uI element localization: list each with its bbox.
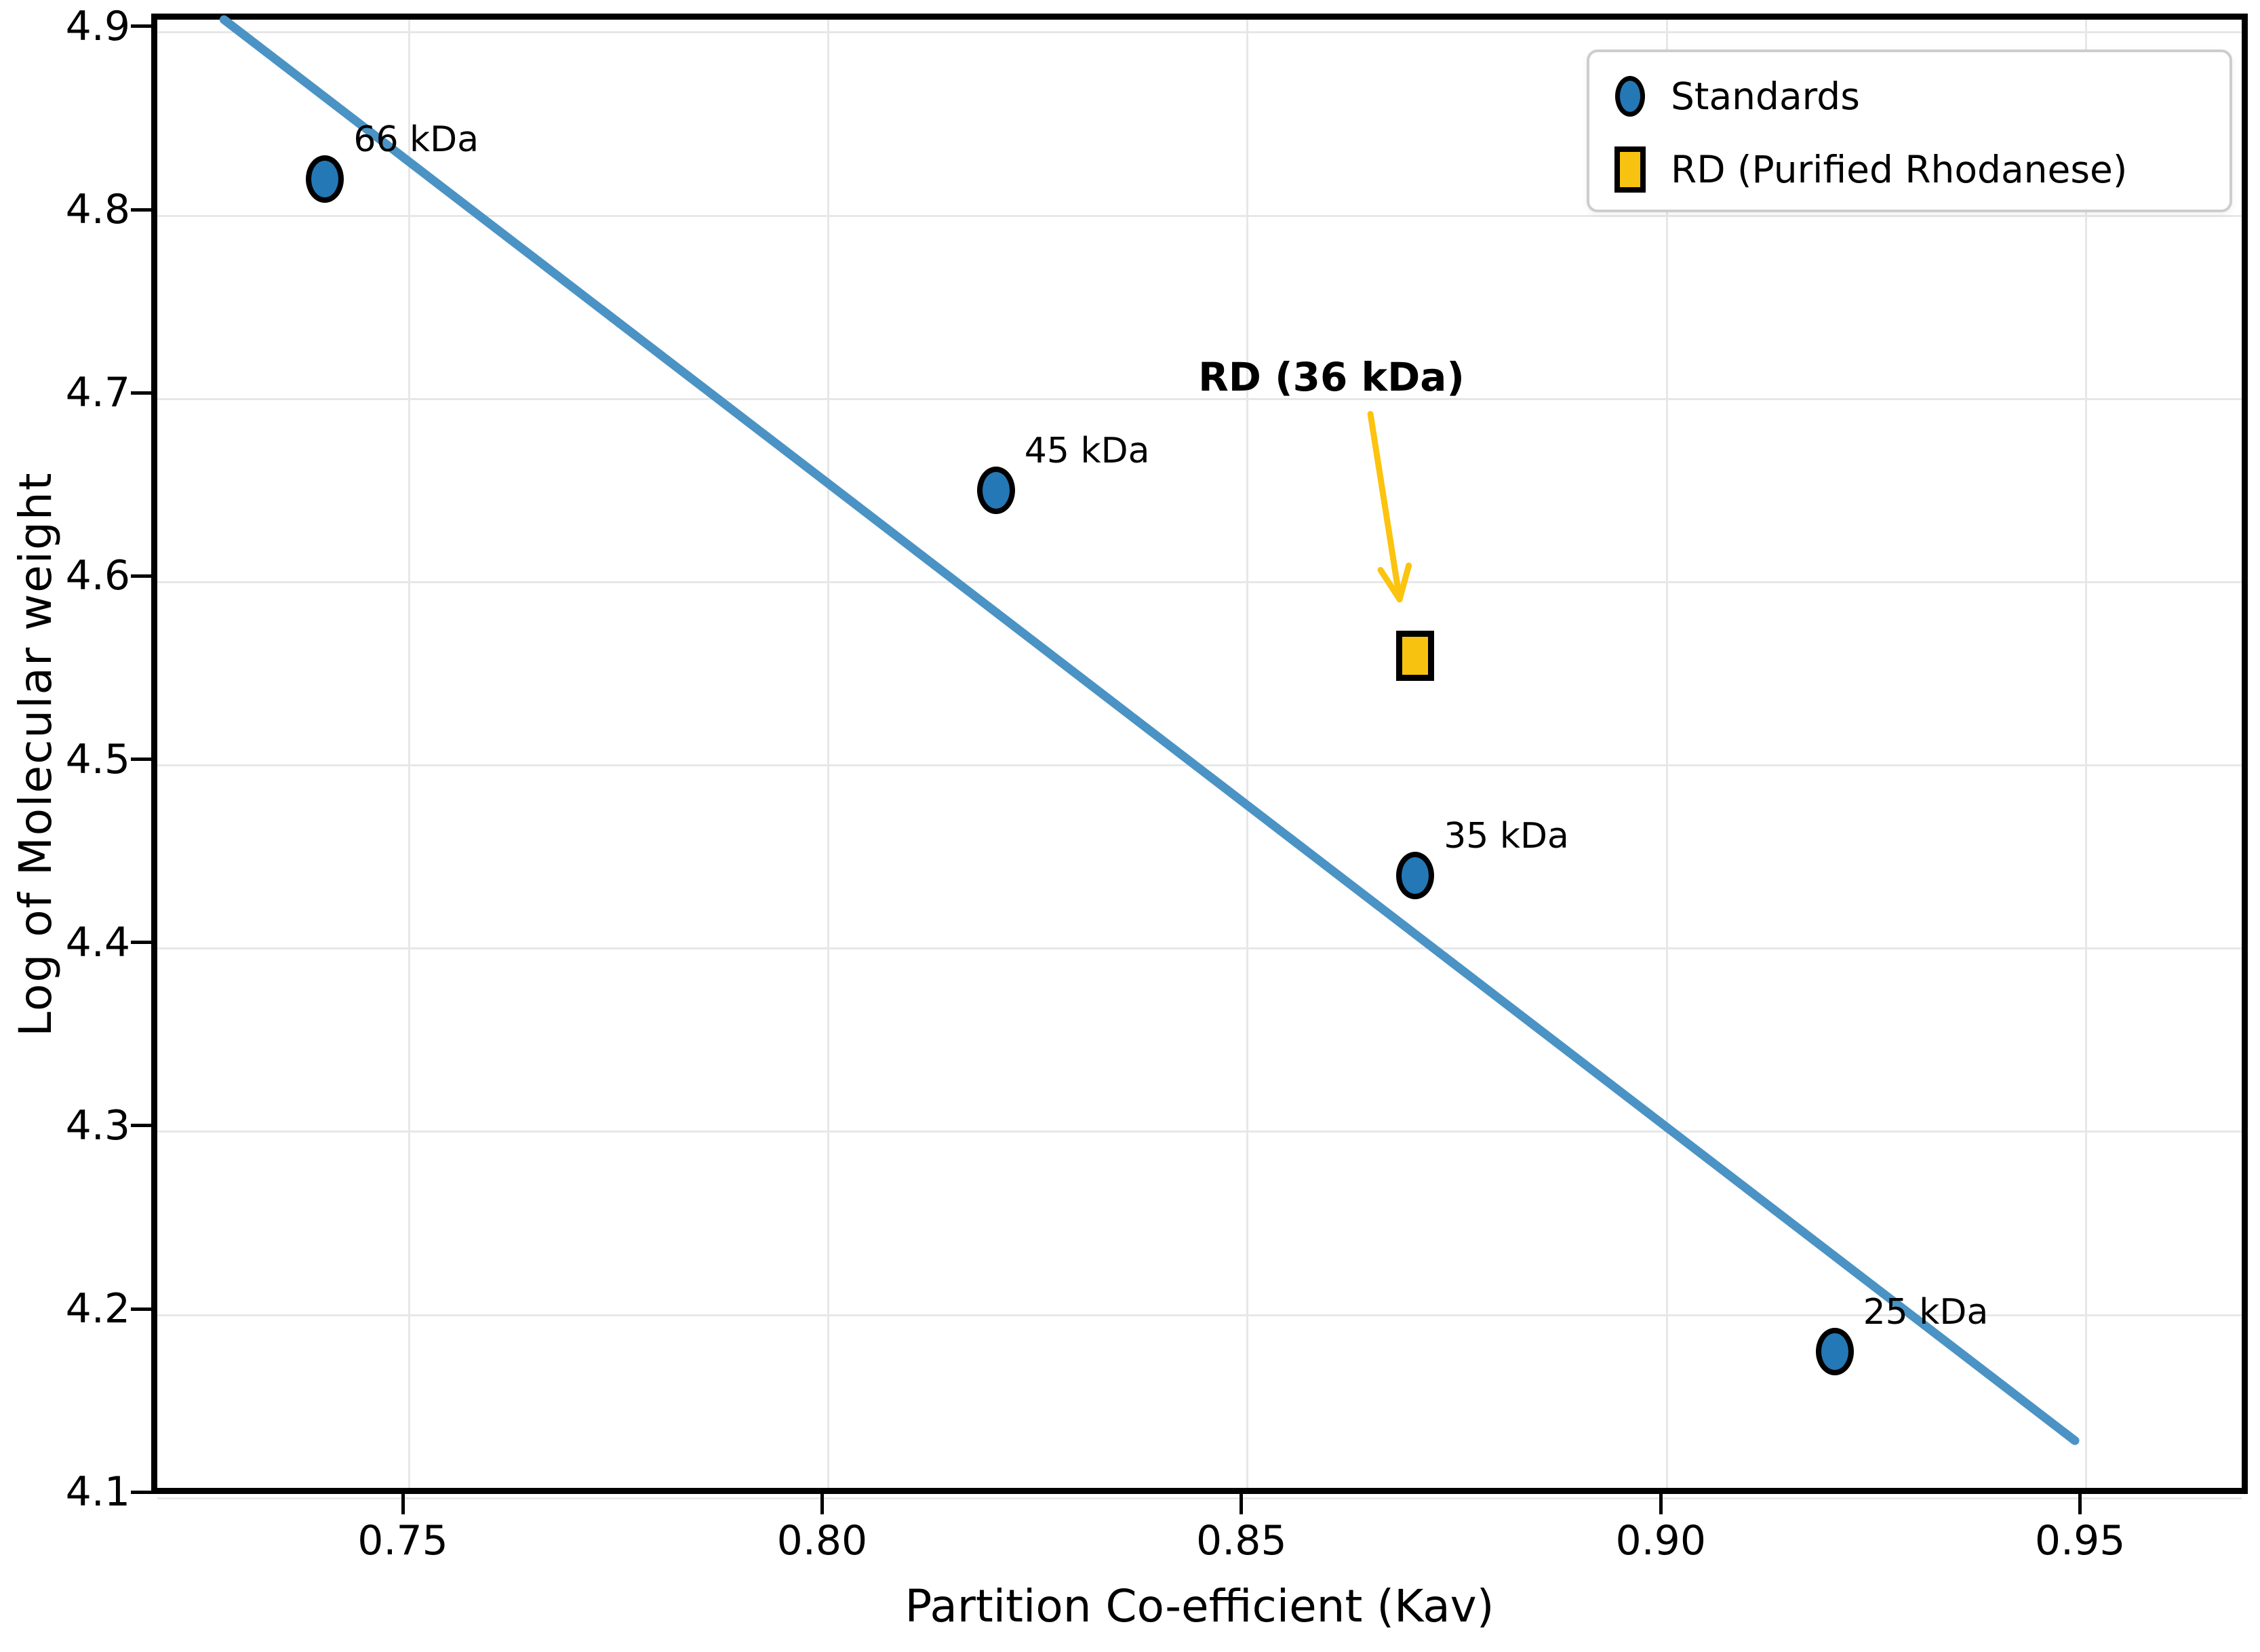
point-label: 45 kDa — [1024, 431, 1150, 472]
annotation-arrow-head — [1377, 567, 1403, 603]
y-tick-label: 4.5 — [65, 735, 130, 783]
y-tick-mark — [131, 391, 151, 395]
annotation-arrow-shaft — [1367, 410, 1403, 603]
standards-point-marker — [1396, 851, 1435, 899]
standards-circle-icon — [1615, 76, 1645, 117]
trend-line — [219, 15, 2080, 1445]
y-tick-mark — [131, 24, 151, 28]
plot-area: 66 kDa 45 kDa 35 kDa 25 kDa RD (36 kDa) — [151, 14, 2248, 1499]
line-overlay — [219, 15, 2080, 1445]
grid-layer — [157, 20, 2242, 1499]
gridline-vertical — [1246, 20, 1249, 1488]
y-tick-label: 4.7 — [65, 369, 130, 417]
y-tick-mark — [131, 758, 151, 762]
y-tick-label: 4.3 — [65, 1101, 130, 1149]
gridline-horizontal — [157, 581, 2242, 583]
rd-point-marker — [1396, 630, 1435, 681]
x-tick-mark — [820, 1494, 824, 1514]
gridline-horizontal — [157, 947, 2242, 950]
legend-label-rd: RD (Purified Rhodanese) — [1671, 147, 2128, 191]
y-tick-label: 4.6 — [65, 552, 130, 600]
gridline-horizontal — [157, 397, 2242, 400]
y-tick-mark — [131, 574, 151, 578]
legend: Standards RD (Purified Rhodanese) — [1587, 50, 2232, 212]
gridline-horizontal — [157, 1130, 2242, 1133]
gridline-vertical — [827, 20, 829, 1488]
y-tick-mark — [131, 208, 151, 212]
standards-point-marker — [1815, 1328, 1854, 1376]
x-tick-mark — [1659, 1494, 1663, 1514]
legend-marker-wrap — [1589, 76, 1671, 117]
rd-square-icon — [1614, 146, 1646, 193]
gridline-horizontal — [157, 31, 2242, 34]
gridline-horizontal — [157, 214, 2242, 217]
gridline-vertical — [408, 20, 410, 1488]
x-tick-label: 0.75 — [357, 1517, 448, 1565]
legend-item-rd: RD (Purified Rhodanese) — [1589, 146, 2229, 193]
gridline-horizontal — [157, 1314, 2242, 1316]
x-tick-mark — [1240, 1494, 1244, 1514]
legend-marker-wrap — [1589, 146, 1671, 193]
point-label: 25 kDa — [1863, 1292, 1989, 1333]
point-label: 35 kDa — [1444, 815, 1569, 857]
y-tick-label: 4.4 — [65, 918, 130, 966]
gridline-horizontal — [157, 1497, 2242, 1499]
x-tick-mark — [2078, 1494, 2082, 1514]
annotation-arrow-head — [1396, 562, 1412, 603]
gridline-vertical — [2085, 20, 2088, 1488]
y-tick-mark — [131, 1124, 151, 1128]
legend-item-standards: Standards — [1589, 73, 2229, 120]
x-tick-label: 0.85 — [1196, 1517, 1287, 1565]
y-tick-mark — [131, 1307, 151, 1311]
y-tick-label: 4.8 — [65, 186, 130, 234]
x-tick-mark — [401, 1494, 405, 1514]
legend-label-standards: Standards — [1671, 74, 1860, 118]
standards-point-marker — [306, 155, 344, 203]
y-tick-label: 4.2 — [65, 1285, 130, 1333]
annotation-text: RD (36 kDa) — [1198, 353, 1465, 400]
y-tick-mark — [131, 1490, 151, 1494]
y-tick-mark — [131, 941, 151, 945]
x-tick-label: 0.80 — [776, 1517, 868, 1565]
point-layer: 66 kDa 45 kDa 35 kDa 25 kDa — [157, 20, 2242, 1488]
y-tick-label: 4.1 — [65, 1468, 130, 1516]
y-tick-label: 4.9 — [65, 2, 130, 50]
point-label: 66 kDa — [353, 119, 479, 161]
standards-point-marker — [976, 467, 1015, 515]
x-tick-label: 0.90 — [1615, 1517, 1707, 1565]
x-axis-title: Partition Co-efficient (Kav) — [905, 1580, 1494, 1632]
gridline-vertical — [1665, 20, 1668, 1488]
x-tick-label: 0.95 — [2034, 1517, 2126, 1565]
